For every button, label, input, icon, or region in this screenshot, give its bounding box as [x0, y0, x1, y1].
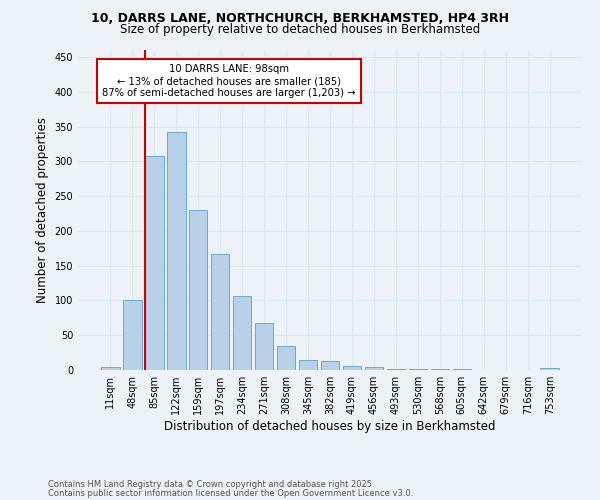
Bar — [386, 368, 405, 370]
Bar — [233, 296, 251, 370]
Bar — [343, 366, 361, 370]
Bar — [299, 360, 317, 370]
Text: Size of property relative to detached houses in Berkhamsted: Size of property relative to detached ho… — [120, 22, 480, 36]
Bar — [189, 210, 208, 370]
Bar — [277, 346, 295, 370]
Bar — [541, 368, 559, 370]
Text: 10, DARRS LANE, NORTHCHURCH, BERKHAMSTED, HP4 3RH: 10, DARRS LANE, NORTHCHURCH, BERKHAMSTED… — [91, 12, 509, 26]
X-axis label: Distribution of detached houses by size in Berkhamsted: Distribution of detached houses by size … — [164, 420, 496, 433]
Text: Contains HM Land Registry data © Crown copyright and database right 2025.: Contains HM Land Registry data © Crown c… — [48, 480, 374, 489]
Bar — [320, 361, 340, 370]
Bar — [101, 367, 119, 370]
Bar — [167, 132, 185, 370]
Bar — [145, 156, 164, 370]
Bar — [255, 322, 274, 370]
Bar — [123, 300, 142, 370]
Bar — [365, 367, 383, 370]
Y-axis label: Number of detached properties: Number of detached properties — [36, 117, 49, 303]
Text: Contains public sector information licensed under the Open Government Licence v3: Contains public sector information licen… — [48, 490, 413, 498]
Bar — [211, 254, 229, 370]
Text: 10 DARRS LANE: 98sqm
← 13% of detached houses are smaller (185)
87% of semi-deta: 10 DARRS LANE: 98sqm ← 13% of detached h… — [103, 64, 356, 98]
